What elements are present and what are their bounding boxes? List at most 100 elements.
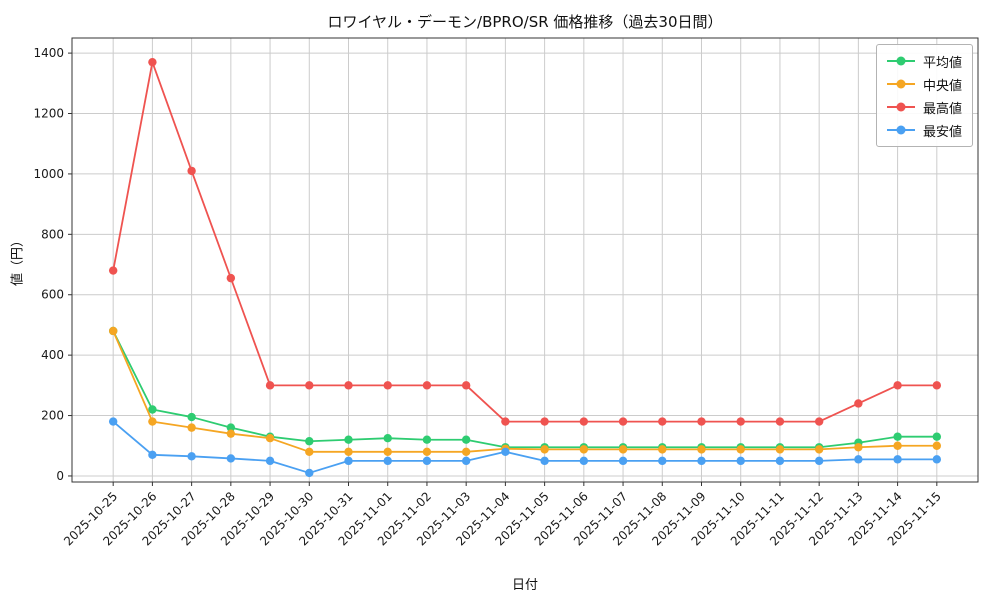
data-point-min — [775, 456, 785, 466]
data-point-median — [697, 445, 706, 454]
data-point-median — [932, 441, 942, 450]
data-point-min — [501, 447, 510, 456]
data-point-max — [697, 417, 706, 426]
data-point-min — [658, 456, 667, 466]
data-point-min — [226, 454, 236, 463]
data-point-median — [108, 326, 118, 336]
data-point-min — [814, 456, 824, 466]
legend-marker-max — [886, 101, 915, 113]
y-tick-label: 200 — [41, 409, 64, 423]
data-point-max — [658, 417, 667, 426]
data-point-min — [422, 456, 432, 466]
legend: 平均値 中央値 最高値 最安値 — [875, 44, 973, 147]
data-point-max — [618, 417, 628, 426]
legend-marker-median — [886, 78, 915, 90]
legend-item-max: 最高値 — [886, 98, 962, 117]
data-point-min — [893, 455, 902, 464]
data-point-max — [422, 381, 432, 390]
data-point-min — [108, 417, 118, 426]
data-point-median — [226, 429, 236, 438]
data-point-max — [187, 166, 196, 176]
y-tick-label: 1400 — [33, 46, 64, 60]
data-point-min — [854, 455, 863, 464]
y-tick-label: 800 — [41, 227, 64, 241]
data-point-median — [618, 445, 628, 454]
legend-marker-min — [886, 124, 915, 136]
data-point-average — [932, 432, 942, 441]
legend-marker-average — [886, 55, 915, 67]
data-point-average — [893, 432, 902, 441]
data-point-median — [148, 417, 157, 426]
legend-label-min: 最安値 — [922, 124, 962, 140]
data-point-median — [893, 441, 902, 450]
data-point-max — [344, 381, 353, 390]
data-point-min — [344, 456, 353, 466]
data-point-max — [226, 273, 236, 283]
data-point-min — [305, 468, 314, 478]
data-point-average — [305, 437, 314, 446]
legend-item-median: 中央値 — [886, 75, 962, 94]
data-point-median — [422, 447, 432, 456]
data-point-max — [775, 417, 785, 426]
data-point-average — [461, 435, 471, 444]
data-point-max — [814, 417, 824, 426]
y-tick-label: 1000 — [33, 167, 64, 181]
data-point-max — [501, 417, 510, 426]
data-point-median — [187, 423, 196, 432]
data-point-max — [893, 381, 902, 390]
data-point-average — [148, 405, 157, 414]
data-point-min — [697, 456, 706, 466]
data-point-average — [383, 434, 392, 443]
data-point-max — [461, 381, 471, 390]
legend-label-median: 中央値 — [922, 78, 962, 94]
y-axis-label: 値（円） — [10, 233, 26, 287]
data-point-average — [344, 435, 353, 444]
data-point-max — [579, 417, 589, 426]
data-point-min — [187, 452, 196, 461]
data-point-max — [383, 381, 392, 390]
data-point-median — [383, 447, 392, 456]
series-line-min — [112, 420, 937, 474]
data-point-min — [265, 456, 275, 466]
data-point-average — [422, 435, 432, 444]
chart-title: ロワイヤル・デーモン/BPRO/SR 価格推移（過去30日間） — [327, 13, 723, 31]
y-tick-label: 600 — [41, 288, 64, 302]
data-point-median — [814, 445, 824, 454]
data-point-min — [461, 456, 471, 466]
y-tick-label: 0 — [56, 469, 64, 483]
data-point-median — [461, 447, 471, 456]
legend-item-average: 平均値 — [886, 52, 962, 71]
data-point-min — [736, 456, 745, 466]
legend-item-min: 最安値 — [886, 121, 962, 140]
data-point-max — [305, 381, 314, 390]
data-point-max — [540, 417, 549, 426]
series-line-max — [112, 61, 937, 423]
data-point-min — [932, 455, 942, 464]
data-point-max — [932, 381, 942, 390]
series-line-median — [112, 330, 937, 453]
data-point-median — [305, 447, 314, 456]
data-point-median — [854, 443, 863, 452]
x-axis-label: 日付 — [511, 578, 538, 593]
data-point-min — [579, 456, 589, 466]
data-point-max — [854, 399, 863, 408]
data-point-average — [187, 412, 196, 422]
data-point-median — [736, 445, 745, 454]
data-point-average — [226, 423, 236, 432]
data-point-median — [579, 445, 589, 454]
data-point-min — [618, 456, 628, 466]
legend-label-max: 最高値 — [922, 101, 962, 117]
data-point-median — [540, 445, 549, 454]
data-point-max — [265, 381, 275, 390]
data-point-median — [344, 447, 353, 456]
data-point-max — [108, 266, 118, 275]
data-point-max — [148, 57, 157, 67]
data-point-median — [658, 445, 667, 454]
y-tick-label: 1200 — [33, 107, 64, 121]
data-point-min — [383, 456, 392, 466]
data-point-min — [148, 450, 157, 460]
legend-label-average: 平均値 — [922, 55, 962, 71]
series-line-average — [112, 330, 937, 449]
